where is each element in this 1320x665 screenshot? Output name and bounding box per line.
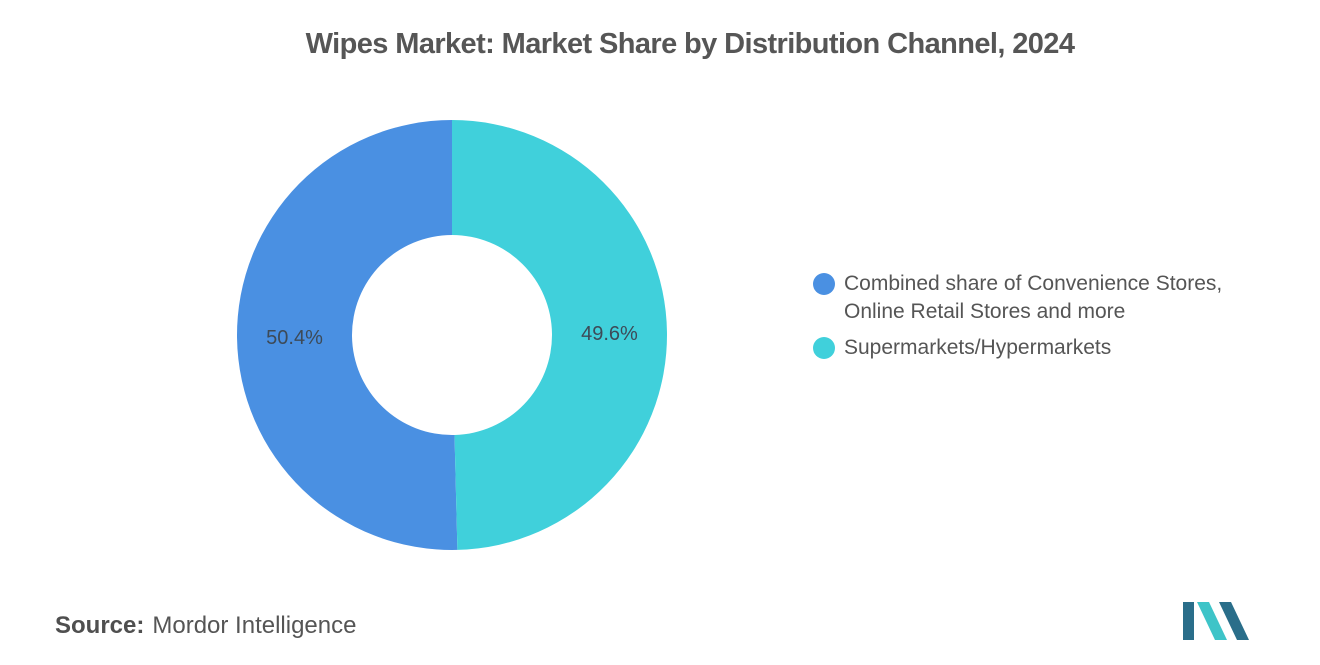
source-text: Mordor Intelligence xyxy=(152,612,357,639)
logo-shape-left xyxy=(1183,602,1194,640)
chart-title: Wipes Market: Market Share by Distributi… xyxy=(305,28,1075,60)
legend-label-combined-line2: Online Retail Stores and more xyxy=(844,300,1126,323)
legend: Combined share of Convenience Stores, On… xyxy=(813,270,1283,370)
data-label-supermarkets: 49.6% xyxy=(581,323,638,345)
donut-slices xyxy=(237,119,668,550)
data-label-combined: 50.4% xyxy=(266,327,323,349)
mordor-logo-icon xyxy=(1183,602,1249,640)
legend-item-combined[interactable]: Combined share of Convenience Stores, On… xyxy=(813,270,1283,326)
legend-swatch-combined xyxy=(813,273,835,295)
legend-label-combined-line1: Combined share of Convenience Stores, xyxy=(844,272,1223,295)
logo-shape-mid xyxy=(1197,602,1227,640)
legend-item-supermarkets[interactable]: Supermarkets/Hypermarkets xyxy=(813,334,1283,362)
legend-label-supermarkets: Supermarkets/Hypermarkets xyxy=(844,336,1112,359)
slice-supermarkets[interactable] xyxy=(452,119,668,550)
data-labels: 50.4% 49.6% xyxy=(266,323,638,349)
logo-shape-right xyxy=(1219,602,1249,640)
legend-swatch-supermarkets xyxy=(813,337,835,359)
source-note: Source: Mordor Intelligence xyxy=(55,612,356,640)
source-label: Source: xyxy=(55,612,145,639)
slice-combined[interactable] xyxy=(237,120,458,550)
